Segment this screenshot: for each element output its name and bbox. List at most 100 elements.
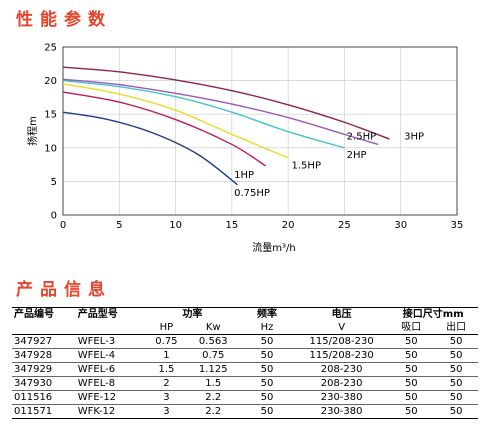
x-tick-label: 0 — [60, 220, 66, 231]
header-port: 接口尺寸mm — [388, 307, 478, 321]
cell-hz: 50 — [260, 392, 274, 403]
y-axis-label: 扬程m — [26, 116, 39, 146]
product-info-heading: 产品信息 — [16, 280, 112, 300]
cell-hz: 50 — [260, 336, 274, 347]
cell-kw: 1.125 — [198, 364, 228, 375]
pump-curve-svg: 0 5 10 15 20 25 30 35 0 5 10 15 20 25 流量m³/h 扬程m 0.75HP 1… — [26, 43, 464, 255]
cell-hp: 1 — [163, 350, 170, 361]
cell-voltage: 208-230 — [320, 378, 363, 389]
series-label: 1HP — [234, 170, 254, 181]
cell-hp: 3 — [163, 406, 170, 417]
header-voltage: 电压 — [294, 307, 389, 321]
cell-model: WFE-12 — [77, 392, 117, 403]
cell-hp: 1.5 — [158, 364, 175, 375]
table-row: 011571 WFK-12 3 2.2 50 230-380 50 50 — [12, 405, 478, 419]
cell-inlet: 50 — [404, 378, 418, 389]
table-row: 347929 WFEL-6 1.5 1.125 50 208-230 50 50 — [12, 363, 478, 377]
cell-hz: 50 — [260, 406, 274, 417]
cell-kw: 0.563 — [198, 336, 228, 347]
cell-inlet: 50 — [404, 392, 418, 403]
cell-voltage: 230-380 — [320, 392, 363, 403]
pump-curve-chart: 0 5 10 15 20 25 30 35 0 5 10 15 20 25 流量m³/h 扬程m 0.75HP 1… — [0, 30, 493, 255]
cell-inlet: 50 — [404, 364, 418, 375]
header-freq: 频率 — [239, 307, 295, 321]
cell-outlet: 50 — [449, 392, 463, 403]
header-v: V — [338, 322, 346, 333]
cell-code: 011516 — [14, 392, 53, 403]
x-tick-label: 25 — [338, 220, 351, 231]
series-line-1hp — [62, 91, 267, 167]
cell-kw: 2.2 — [205, 406, 222, 417]
cell-outlet: 50 — [449, 350, 463, 361]
product-table: 产品编号 产品型号 功率 频率 电压 接口尺寸mm HP Kw Hz V 吸口 … — [12, 307, 478, 419]
header-power: 功率 — [145, 307, 240, 321]
header-hp: HP — [159, 322, 174, 333]
cell-hp: 0.75 — [155, 336, 178, 347]
x-tick-label: 10 — [169, 220, 182, 231]
cell-voltage: 230-380 — [320, 406, 363, 417]
table-header-row-2: HP Kw Hz V 吸口 出口 — [12, 321, 478, 335]
cell-outlet: 50 — [449, 364, 463, 375]
cell-inlet: 50 — [404, 336, 418, 347]
cell-hp: 3 — [163, 392, 170, 403]
y-tick-label: 15 — [44, 110, 57, 121]
cell-voltage: 208-230 — [320, 364, 363, 375]
cell-hp: 2 — [163, 378, 170, 389]
x-tick-label: 20 — [282, 220, 295, 231]
header-kw: Kw — [205, 322, 221, 333]
y-tick-label: 5 — [51, 177, 57, 188]
x-axis-label: 流量m³/h — [252, 241, 295, 254]
cell-code: 347929 — [14, 364, 53, 375]
header-inlet: 吸口 — [401, 322, 422, 333]
y-tick-label: 25 — [44, 43, 57, 54]
header-outlet: 出口 — [446, 322, 467, 333]
table-row: 347930 WFEL-8 2 1.5 50 208-230 50 50 — [12, 377, 478, 391]
series-line-1-5hp — [62, 83, 289, 159]
table-row: 347928 WFEL-4 1 0.75 50 115/208-230 50 5… — [12, 349, 478, 363]
y-tick-label: 20 — [44, 76, 57, 87]
header-blank-model — [78, 321, 146, 335]
cell-model: WFEL-4 — [77, 350, 116, 361]
table-row: 347927 WFEL-3 0.75 0.563 50 115/208-230 … — [12, 335, 478, 349]
table-header-row-1: 产品编号 产品型号 功率 频率 电压 接口尺寸mm — [12, 307, 478, 321]
cell-kw: 1.5 — [205, 378, 222, 389]
cell-outlet: 50 — [449, 406, 463, 417]
cell-inlet: 50 — [404, 350, 418, 361]
cell-kw: 0.75 — [202, 350, 225, 361]
cell-model: WFEL-6 — [77, 364, 116, 375]
cell-inlet: 50 — [404, 406, 418, 417]
series-line-3hp — [62, 66, 390, 140]
series-line-2-5hp — [62, 78, 379, 146]
header-code: 产品编号 — [12, 307, 78, 321]
cell-outlet: 50 — [449, 378, 463, 389]
header-model: 产品型号 — [77, 307, 146, 321]
series-label: 1.5HP — [292, 161, 321, 172]
cell-voltage: 115/208-230 — [309, 336, 374, 347]
cell-hz: 50 — [260, 378, 274, 389]
x-tick-label: 5 — [116, 220, 122, 231]
cell-code: 347930 — [14, 378, 53, 389]
plot-frame — [62, 46, 458, 216]
header-blank-code — [12, 321, 78, 335]
y-tick-label: 0 — [51, 211, 57, 222]
cell-voltage: 115/208-230 — [309, 350, 374, 361]
cell-code: 347927 — [14, 336, 53, 347]
cell-hz: 50 — [260, 350, 274, 361]
cell-model: WFEL-8 — [77, 378, 116, 389]
y-tick-label: 10 — [44, 143, 57, 154]
series-line-2hp — [62, 79, 345, 149]
cell-model: WFEL-3 — [77, 336, 116, 347]
series-label: 2HP — [347, 150, 367, 161]
table-row: 011516 WFE-12 3 2.2 50 230-380 50 50 — [12, 391, 478, 405]
cell-code: 011571 — [14, 406, 53, 417]
performance-heading: 性能参数 — [16, 10, 112, 30]
x-tick-label: 15 — [225, 220, 238, 231]
series-line-0-75hp — [62, 111, 238, 186]
series-label: 2.5HP — [347, 132, 376, 143]
cell-hz: 50 — [260, 364, 274, 375]
x-tick-label: 35 — [451, 220, 464, 231]
x-tick-label: 30 — [394, 220, 407, 231]
cell-code: 347928 — [14, 350, 53, 361]
header-hz: Hz — [260, 322, 274, 333]
cell-outlet: 50 — [449, 336, 463, 347]
